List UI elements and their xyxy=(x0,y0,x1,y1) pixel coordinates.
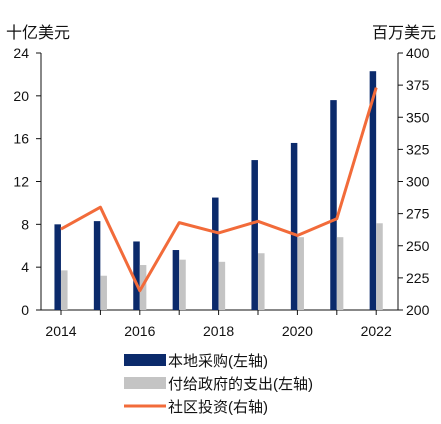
left-tick-label: 20 xyxy=(13,88,29,104)
line-point xyxy=(178,222,180,224)
legend-swatch xyxy=(124,354,166,366)
left-tick-label: 8 xyxy=(21,216,29,232)
bar-group xyxy=(54,71,383,311)
legend: 本地采购(左轴) 付给政府的支出(左轴) 社区投资(右轴) xyxy=(124,353,313,416)
right-tick-label: 225 xyxy=(406,270,430,286)
x-axis: 2014 2016 2018 2020 2022 xyxy=(41,309,398,339)
x-tick-label: 2022 xyxy=(361,323,392,339)
legend-label: 付给政府的支出(左轴) xyxy=(168,376,313,393)
right-tick-label: 400 xyxy=(406,45,430,61)
bar xyxy=(251,160,258,310)
bar xyxy=(93,221,101,310)
line-series-group xyxy=(60,87,378,293)
legend-label: 社区投资(右轴) xyxy=(168,399,268,416)
line-point xyxy=(60,228,62,230)
legend-swatch xyxy=(124,377,166,389)
line-point xyxy=(139,290,141,292)
line-point xyxy=(257,220,259,222)
bar xyxy=(369,71,377,311)
right-axis-unit-label: 百万美元 xyxy=(372,24,436,42)
x-tick-label: 2014 xyxy=(45,323,76,339)
left-axis: 0 4 8 12 16 20 24 xyxy=(13,45,42,318)
bar xyxy=(172,250,180,310)
right-tick-label: 325 xyxy=(406,141,430,157)
bar xyxy=(54,224,61,310)
left-tick-label: 4 xyxy=(21,259,29,275)
right-axis: 200 225 250 275 300 325 350 375 400 xyxy=(397,45,430,318)
bar xyxy=(100,275,107,310)
right-tick-label: 275 xyxy=(406,206,430,222)
line-point xyxy=(296,234,298,236)
line-point xyxy=(336,218,338,220)
left-tick-label: 16 xyxy=(13,131,29,147)
line-point xyxy=(218,232,220,234)
line-point xyxy=(375,87,377,89)
x-tick-label: 2018 xyxy=(203,323,234,339)
left-tick-label: 12 xyxy=(13,174,29,190)
bar xyxy=(133,241,140,310)
x-tick-label: 2016 xyxy=(124,323,155,339)
right-tick-label: 200 xyxy=(406,302,430,318)
bar xyxy=(258,253,265,310)
bar xyxy=(376,223,383,310)
right-tick-label: 350 xyxy=(406,109,430,125)
bar xyxy=(218,261,226,310)
legend-label: 本地采购(左轴) xyxy=(168,353,268,370)
right-tick-label: 250 xyxy=(406,238,430,254)
bar xyxy=(336,237,344,310)
bar xyxy=(330,100,337,310)
bar xyxy=(179,259,186,310)
right-tick-label: 375 xyxy=(406,77,430,93)
left-tick-label: 0 xyxy=(21,302,29,318)
series-line xyxy=(60,87,378,293)
bar xyxy=(297,237,304,310)
x-tick-label: 2020 xyxy=(282,323,313,339)
left-axis-unit-label: 十亿美元 xyxy=(6,24,70,42)
left-tick-label: 24 xyxy=(13,45,29,61)
right-tick-label: 300 xyxy=(406,174,430,190)
line-point xyxy=(99,206,101,208)
bar xyxy=(212,197,219,310)
bar xyxy=(61,270,68,310)
bar xyxy=(290,142,298,310)
